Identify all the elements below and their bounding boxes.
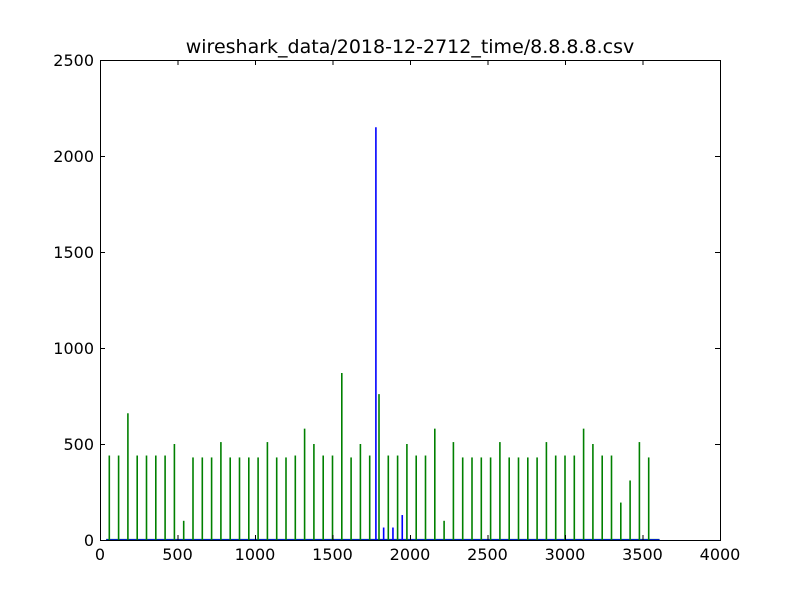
chart-title: wireshark_data/2018-12-2712_time/8.8.8.8… (186, 36, 635, 58)
x-tick-label-6: 3000 (545, 545, 586, 564)
axis-ticks: 0 500 1000 1500 2000 2500 3000 3500 4000 0 500 1000… (53, 51, 740, 564)
x-tick-label-8: 4000 (700, 545, 741, 564)
y-tick-label-2: 1000 (53, 339, 94, 358)
x-tick-label-2: 1000 (235, 545, 276, 564)
x-tick-label-5: 2500 (467, 545, 508, 564)
bars (108, 127, 650, 540)
x-tick-label-1: 500 (162, 545, 193, 564)
x-tick-label-7: 3500 (622, 545, 663, 564)
y-tick-label-1: 500 (63, 435, 94, 454)
y-tick-label-4: 2000 (53, 147, 94, 166)
plot-area-frame (100, 60, 721, 541)
x-tick-label-0: 0 (95, 545, 105, 564)
y-tick-label-0: 0 (84, 531, 94, 550)
y-tick-label-5: 2500 (53, 51, 94, 70)
y-tick-label-3: 1500 (53, 243, 94, 262)
x-tick-label-4: 2000 (390, 545, 431, 564)
x-tick-label-3: 1500 (312, 545, 353, 564)
